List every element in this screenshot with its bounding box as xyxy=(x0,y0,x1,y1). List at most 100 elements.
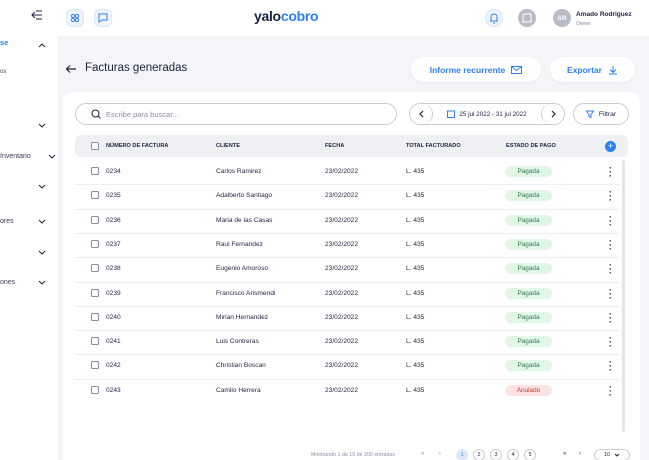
last-page[interactable]: » xyxy=(563,451,567,457)
chevron-down[interactable] xyxy=(38,123,46,129)
back-arrow[interactable] xyxy=(65,64,77,74)
cell-client: Mirian Hernandez xyxy=(216,313,269,321)
sidebar-item[interactable]: se xyxy=(0,38,9,47)
cell-total: L. 435 xyxy=(406,386,425,394)
column-header: ESTADO DE PAGO xyxy=(506,143,556,149)
page-button[interactable]: 1 xyxy=(456,449,468,460)
page-button[interactable]: 2 xyxy=(473,449,485,460)
cell-date: 23/02/2022 xyxy=(325,313,359,321)
user-name: Amado Rodriguez xyxy=(576,11,632,18)
row-menu[interactable]: · · · xyxy=(609,333,612,352)
chevron-down[interactable] xyxy=(38,219,46,225)
row-checkbox[interactable] xyxy=(91,337,99,346)
cell-total: L. 435 xyxy=(406,313,425,321)
status-badge: Pagada xyxy=(505,238,552,250)
row-divider xyxy=(75,330,620,332)
logo[interactable]: yalocobro xyxy=(254,8,319,24)
notifications-button[interactable] xyxy=(485,9,503,27)
sidebar-item[interactable]: ones xyxy=(0,279,16,286)
row-checkbox[interactable] xyxy=(91,385,99,394)
status-badge: Pagada xyxy=(505,214,552,226)
row-menu[interactable]: · · · xyxy=(609,381,612,400)
row-menu[interactable]: · · · xyxy=(609,284,612,303)
status-badge: Pagada xyxy=(505,166,552,177)
search-box[interactable]: Escribe para buscar... xyxy=(75,103,397,125)
first-page[interactable]: « xyxy=(421,451,425,457)
cell-number: 0238 xyxy=(106,265,121,273)
chevron-up[interactable] xyxy=(38,42,46,48)
row-menu[interactable]: · · · xyxy=(609,308,612,327)
cell-date: 23/02/2022 xyxy=(325,168,359,175)
row-checkbox[interactable] xyxy=(91,215,99,224)
cell-number: 0242 xyxy=(106,362,121,370)
cell-date: 23/02/2022 xyxy=(325,362,359,370)
sidebar-item[interactable]: Inventario xyxy=(0,153,31,160)
row-divider xyxy=(75,378,620,380)
cell-total: L. 435 xyxy=(406,192,425,200)
row-checkbox[interactable] xyxy=(91,361,99,370)
apps-button[interactable] xyxy=(66,9,84,27)
filter-button[interactable]: Filtrar xyxy=(573,103,629,125)
cell-number: 0236 xyxy=(106,216,121,224)
cell-date: 23/02/2022 xyxy=(325,192,359,200)
row-checkbox[interactable] xyxy=(91,264,99,273)
cell-number: 0234 xyxy=(106,168,121,175)
select-all-checkbox[interactable] xyxy=(91,142,99,150)
row-checkbox[interactable] xyxy=(91,191,99,200)
cell-client: Francisco Arismendi xyxy=(216,289,276,297)
status-badge: Anulado xyxy=(505,384,552,396)
page-button[interactable]: 3 xyxy=(490,449,502,460)
sidebar-item[interactable]: ores xyxy=(0,218,14,225)
scrollbar[interactable] xyxy=(622,160,625,432)
row-menu[interactable]: · · · xyxy=(609,235,612,254)
status-badge: Pagada xyxy=(505,263,552,275)
cell-total: L. 435 xyxy=(406,338,425,346)
row-menu[interactable]: · · · xyxy=(609,163,612,181)
cell-total: L. 435 xyxy=(406,265,425,273)
store-button[interactable] xyxy=(518,9,536,27)
button-label: Informe recurrente xyxy=(429,64,506,75)
status-badge: Pagada xyxy=(505,360,552,372)
export-button[interactable]: Exportar xyxy=(550,57,635,82)
chat-button[interactable] xyxy=(94,9,112,27)
add-column-button[interactable]: + xyxy=(605,141,616,152)
sidebar-item[interactable]: os xyxy=(0,69,7,75)
row-menu[interactable]: · · · xyxy=(609,187,612,206)
page-button[interactable]: 5 xyxy=(524,449,536,460)
cell-number: 0235 xyxy=(106,192,121,200)
chevron-down[interactable] xyxy=(38,250,46,256)
cell-number: 0243 xyxy=(106,386,121,394)
date-range[interactable]: 25 jul 2022 - 31 jul 2022 xyxy=(409,103,565,125)
cell-client: Adalberto Santiago xyxy=(216,192,273,200)
row-menu[interactable]: · · · xyxy=(609,357,612,376)
next-range[interactable] xyxy=(541,104,564,124)
report-button[interactable]: Informe recurrente xyxy=(411,57,541,82)
chevron-down[interactable] xyxy=(38,280,46,286)
cell-total: L. 435 xyxy=(406,289,425,297)
filter-label: Filtrar xyxy=(598,110,617,118)
cell-number: 0240 xyxy=(106,313,121,321)
row-menu[interactable]: · · · xyxy=(609,260,612,279)
row-checkbox[interactable] xyxy=(91,312,99,321)
per-page-select[interactable]: 10 xyxy=(594,449,630,460)
row-checkbox[interactable] xyxy=(91,288,99,297)
row-divider xyxy=(75,208,620,210)
cell-date: 23/02/2022 xyxy=(325,338,359,346)
row-menu[interactable]: · · · xyxy=(609,211,612,230)
cell-client: Carlos Ramirez xyxy=(216,168,262,175)
next-page[interactable]: › xyxy=(579,451,581,457)
chevron-down[interactable] xyxy=(48,154,56,160)
row-checkbox[interactable] xyxy=(91,239,99,248)
chevron-down[interactable] xyxy=(38,184,46,190)
avatar[interactable]: AR xyxy=(553,9,571,27)
prev-page[interactable]: ‹ xyxy=(439,451,441,457)
prev-range[interactable] xyxy=(410,104,433,124)
top-bar: yalocobro AR Amado Rodriguez Owner xyxy=(58,0,649,36)
cell-client: Christian Boscan xyxy=(216,362,266,370)
cell-number: 0237 xyxy=(106,240,121,248)
page-title: Facturas generadas xyxy=(85,62,188,74)
page-button[interactable]: 4 xyxy=(507,449,519,460)
cell-number: 0241 xyxy=(106,338,121,346)
row-checkbox[interactable] xyxy=(91,167,99,175)
cell-total: L. 435 xyxy=(406,216,425,224)
